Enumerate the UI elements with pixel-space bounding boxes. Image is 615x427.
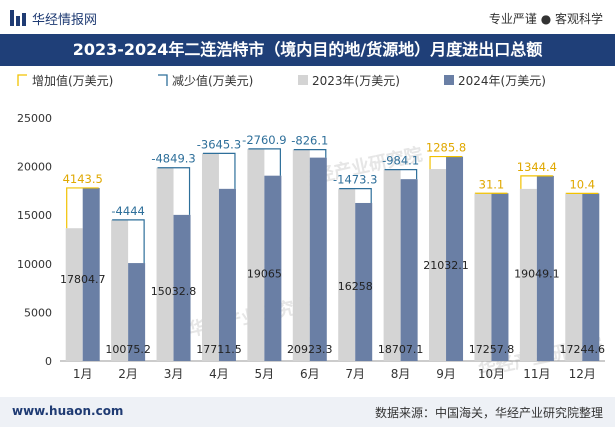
slogan: 专业严谨 ● 客观科学 [488, 12, 603, 26]
chart: 华经产业研究院华经产业研究院华经产业研究院 增加值(万美元)减少值(万美元)20… [17, 73, 606, 381]
decrease-bracket-7 [339, 188, 372, 203]
website-link[interactable]: www.huaon.com [12, 404, 124, 418]
value-label-2024-6: 20923.3 [287, 343, 333, 356]
decrease-bracket-3 [157, 167, 191, 215]
bar-2023-11 [519, 188, 537, 361]
legend-label-2: 2023年(万美元) [312, 74, 400, 88]
y-tick-3: 15000 [17, 209, 52, 222]
legend-swatch-s0 [298, 75, 308, 85]
value-label-2024-4: 17711.5 [196, 343, 242, 356]
bar-2024-4 [218, 188, 236, 361]
bar-2023-10 [474, 193, 492, 361]
increase-bracket-11 [520, 175, 553, 189]
footer: www.huaon.com 数据来源：中国海关，华经产业研究院整理 [0, 397, 615, 427]
title-bar: 2023-2024年二连浩特市（境内目的地/货源地）月度进出口总额 [0, 34, 615, 66]
legend-label-0: 增加值(万美元) [32, 73, 113, 88]
value-label-2024-7: 16258 [338, 280, 373, 293]
legend-increase-swatch [17, 74, 27, 86]
change-label-2: -4444 [111, 204, 144, 218]
bar-2024-10 [491, 193, 509, 361]
value-label-2024-11: 19049.1 [514, 268, 560, 281]
bar-2023-7 [338, 188, 356, 361]
data-source: 数据来源：中国海关，华经产业研究院整理 [374, 406, 603, 420]
top-bar: 华经情报网 专业严谨 ● 客观科学 [0, 0, 615, 34]
decrease-bracket-6 [293, 148, 327, 158]
change-label-5: -2760.9 [242, 133, 286, 147]
change-label-3: -4849.3 [151, 152, 195, 166]
value-label-2024-8: 18707.1 [378, 343, 424, 356]
decrease-bracket-5 [248, 148, 281, 176]
x-tick-8: 8月 [391, 367, 411, 381]
bar-2023-3 [156, 167, 174, 361]
x-tick-2: 2月 [118, 367, 138, 381]
y-tick-1: 5000 [24, 306, 52, 319]
change-label-8: -984.1 [382, 154, 419, 168]
bar-2024-12 [582, 193, 600, 361]
x-tick-4: 4月 [209, 367, 229, 381]
value-label-2024-5: 19065 [247, 268, 282, 281]
change-label-10: 31.1 [479, 177, 505, 191]
x-tick-3: 3月 [164, 367, 184, 381]
y-tick-0: 0 [45, 355, 52, 368]
value-label-2024-12: 17244.6 [560, 343, 606, 356]
bar-2023-4 [201, 153, 219, 361]
bar-2024-3 [173, 214, 191, 361]
bar-2023-9 [429, 169, 447, 361]
value-label-2024-10: 17257.8 [469, 343, 515, 356]
bar-2023-12 [565, 193, 583, 361]
bar-2024-7 [355, 202, 373, 361]
y-tick-2: 10000 [17, 258, 52, 271]
brand[interactable]: 华经情报网 [10, 8, 97, 28]
change-label-1: 4143.5 [63, 172, 103, 186]
x-tick-6: 6月 [300, 367, 320, 381]
increase-bracket-1 [66, 187, 99, 229]
x-tick-9: 9月 [436, 367, 456, 381]
legend-label-3: 2024年(万美元) [458, 74, 546, 88]
bar-2024-5 [264, 175, 282, 361]
change-label-9: 1285.8 [426, 141, 466, 155]
bar-2023-8 [383, 169, 401, 361]
x-tick-7: 7月 [345, 367, 365, 381]
value-label-2024-2: 10075.2 [105, 343, 151, 356]
y-tick-4: 20000 [17, 161, 52, 174]
legend-swatch-s1 [444, 75, 454, 85]
bar-2024-6 [309, 157, 327, 361]
bar-2023-2 [111, 219, 129, 361]
increase-bracket-9 [429, 155, 463, 170]
bar-2024-2 [128, 263, 146, 361]
decrease-bracket-4 [202, 152, 236, 189]
legend-decrease-swatch [158, 74, 168, 86]
decrease-bracket-8 [384, 169, 418, 180]
bar-2023-6 [292, 149, 310, 361]
y-tick-5: 25000 [17, 112, 52, 125]
bar-logo-icon [10, 10, 26, 26]
bar-2024-9 [446, 156, 464, 361]
change-label-4: -3645.3 [197, 137, 241, 151]
decrease-bracket-2 [112, 219, 145, 264]
legend-label-1: 减少值(万美元) [172, 73, 253, 88]
x-tick-12: 12月 [569, 367, 596, 381]
value-label-2024-3: 15032.8 [151, 285, 197, 298]
change-label-12: 10.4 [569, 177, 595, 191]
change-label-6: -826.1 [291, 134, 328, 148]
bar-2024-1 [82, 187, 100, 361]
bar-2023-1 [65, 228, 83, 361]
bar-2024-11 [536, 175, 554, 361]
change-label-11: 1344.4 [517, 160, 557, 174]
bar-2024-8 [400, 179, 418, 361]
x-tick-5: 5月 [255, 367, 275, 381]
x-tick-11: 11月 [523, 367, 550, 381]
x-tick-1: 1月 [73, 367, 93, 381]
bar-2023-5 [247, 148, 265, 361]
value-label-2024-9: 21032.1 [423, 259, 469, 272]
change-label-7: -1473.3 [333, 173, 377, 187]
brand-name: 华经情报网 [32, 12, 98, 28]
chart-title: 2023-2024年二连浩特市（境内目的地/货源地）月度进出口总额 [72, 40, 543, 59]
x-tick-10: 10月 [478, 367, 505, 381]
value-label-2024-1: 17804.7 [60, 273, 106, 286]
